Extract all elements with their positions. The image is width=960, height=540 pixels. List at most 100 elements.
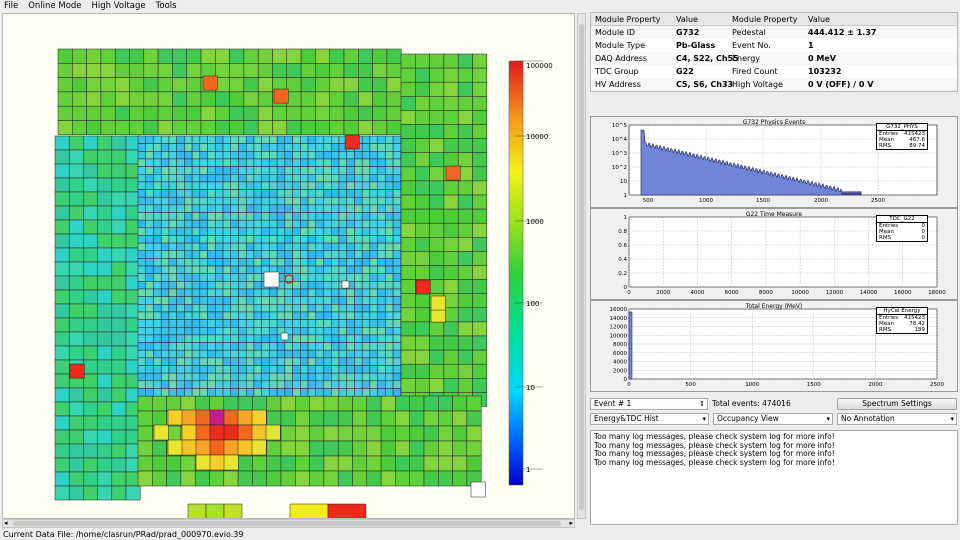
calorimeter-module <box>160 288 170 297</box>
calorimeter-module <box>215 372 224 382</box>
x-tick-label: 1500 <box>756 198 770 204</box>
calorimeter-module <box>292 204 301 213</box>
physics-events-histogram[interactable]: 500 1000 1500 2000 2500 10^5 10^4 10^3 10^2 10 1 G… <box>590 116 958 208</box>
calorimeter-module <box>261 365 270 374</box>
calorimeter-module <box>253 250 262 259</box>
scroll-left-icon[interactable]: ◂ <box>4 519 8 527</box>
calorimeter-module <box>457 194 473 210</box>
spectrum-settings-button[interactable]: Spectrum Settings <box>837 398 957 410</box>
property-row[interactable]: HV Address C5, S6, Ch33 High Voltage 0 V (O… <box>591 78 957 91</box>
calorimeter-module <box>392 212 402 221</box>
scroll-right-icon[interactable]: ▸ <box>569 519 573 527</box>
calorimeter-module <box>245 219 255 229</box>
menu-online-mode[interactable]: Online Mode <box>28 1 82 11</box>
horizontal-scroll-thumb[interactable] <box>13 521 561 526</box>
calorimeter-module <box>184 319 193 328</box>
calorimeter-module <box>238 342 247 351</box>
calorimeter-module <box>307 288 317 297</box>
calorimeter-module <box>245 304 255 313</box>
calorimeter-module <box>338 273 347 282</box>
calorimeter-module <box>215 265 224 274</box>
calorimeter-module <box>300 349 309 359</box>
menu-file[interactable]: File <box>4 1 19 11</box>
log-console[interactable]: Too many log messages, please check syst… <box>590 430 958 525</box>
horizontal-scrollbar[interactable]: ◂ ▸ <box>2 519 575 528</box>
calorimeter-module <box>331 319 340 328</box>
calorimeter-module <box>377 365 386 374</box>
calorimeter-module <box>331 311 340 320</box>
property-value: 0 V (OFF) / 0 V <box>808 80 874 89</box>
calorimeter-module <box>315 327 324 336</box>
annotation-select[interactable]: No Annotation ▾ <box>837 413 957 425</box>
calorimeter-module <box>207 296 216 305</box>
calorimeter-module <box>68 233 84 249</box>
calorimeter-module <box>354 273 363 282</box>
calorimeter-module <box>245 380 255 389</box>
menu-tools[interactable]: Tools <box>155 1 177 11</box>
calorimeter-module <box>207 342 216 351</box>
hycal-canvas[interactable]: 100000 10000 1000 100 10 1 <box>2 13 575 519</box>
property-name: TDC Group <box>595 67 639 76</box>
property-row[interactable]: DAQ Address C4, S22, Ch55 Energy 0 MeV <box>591 52 957 65</box>
calorimeter-module <box>222 219 232 229</box>
calorimeter-module <box>346 250 355 259</box>
calorimeter-module <box>452 425 468 442</box>
calorimeter-module <box>457 222 473 238</box>
calorimeter-module <box>385 334 394 343</box>
calorimeter-module <box>315 296 324 305</box>
calorimeter-module <box>209 409 225 426</box>
tdc-time-histogram[interactable]: 0 2000 4000 6000 8000 10000 12000 14000 16000 180… <box>590 208 958 300</box>
spin-arrows-icon[interactable]: ⇕ <box>699 400 705 408</box>
vertical-scroll-thumb[interactable] <box>579 24 584 510</box>
calorimeter-module <box>199 327 208 336</box>
event-number-spinbox[interactable]: Event # 1 ⇕ <box>590 398 708 410</box>
calorimeter-module <box>377 388 386 397</box>
calorimeter-module <box>184 235 193 244</box>
property-row[interactable]: TDC Group G22 Fired Count 103232 <box>591 65 957 78</box>
histogram-type-value: Energy&TDC Hist <box>594 414 659 423</box>
calorimeter-module <box>261 227 270 236</box>
calorimeter-module <box>176 212 185 221</box>
calorimeter-module <box>68 387 84 403</box>
x-tick-label: 2500 <box>930 382 944 388</box>
calorimeter-module <box>191 327 201 336</box>
property-row[interactable]: Module ID G732 Pedestal 444.412 ± 1.37 <box>591 26 957 39</box>
calorimeter-module <box>443 208 459 224</box>
colorbar-label: 10000 <box>526 133 548 141</box>
calorimeter-module <box>237 424 253 441</box>
calorimeter-module <box>443 222 459 238</box>
calorimeter-module <box>361 166 371 175</box>
calorimeter-module <box>57 105 73 121</box>
calorimeter-module <box>366 455 382 472</box>
calorimeter-module <box>386 48 402 64</box>
calorimeter-module <box>366 395 382 412</box>
calorimeter-module <box>429 67 445 83</box>
calorimeter-module <box>145 281 154 290</box>
calorimeter-module <box>331 235 340 244</box>
calorimeter-module <box>253 242 262 252</box>
view-mode-select[interactable]: Occupancy View ▾ <box>713 413 833 425</box>
colorbar-label: 1000 <box>526 218 544 226</box>
calorimeter-module <box>292 357 301 366</box>
calorimeter-module <box>160 319 170 328</box>
calorimeter-module <box>272 63 288 78</box>
menu-high-voltage[interactable]: High Voltage <box>91 1 146 11</box>
total-energy-histogram[interactable]: 0 500 1000 1500 2000 2500 16000 14000 12000 10000… <box>590 300 958 392</box>
calorimeter-module <box>300 250 309 259</box>
calorimeter-module <box>392 242 402 252</box>
calorimeter-module <box>238 349 247 359</box>
vertical-scrollbar[interactable] <box>577 13 586 519</box>
calorimeter-module <box>168 189 177 198</box>
calorimeter-module <box>238 327 247 336</box>
histogram-type-select[interactable]: Energy&TDC Hist ▾ <box>590 413 709 425</box>
calorimeter-module <box>429 208 445 224</box>
calorimeter-module <box>168 181 177 190</box>
calorimeter-module <box>143 77 159 93</box>
calorimeter-module <box>111 387 127 403</box>
calorimeter-module <box>168 174 177 183</box>
property-row[interactable]: Module Type Pb-Glass Event No. 1 <box>591 39 957 52</box>
calorimeter-module <box>315 258 324 267</box>
calorimeter-module <box>354 311 363 320</box>
calorimeter-module <box>385 189 394 198</box>
